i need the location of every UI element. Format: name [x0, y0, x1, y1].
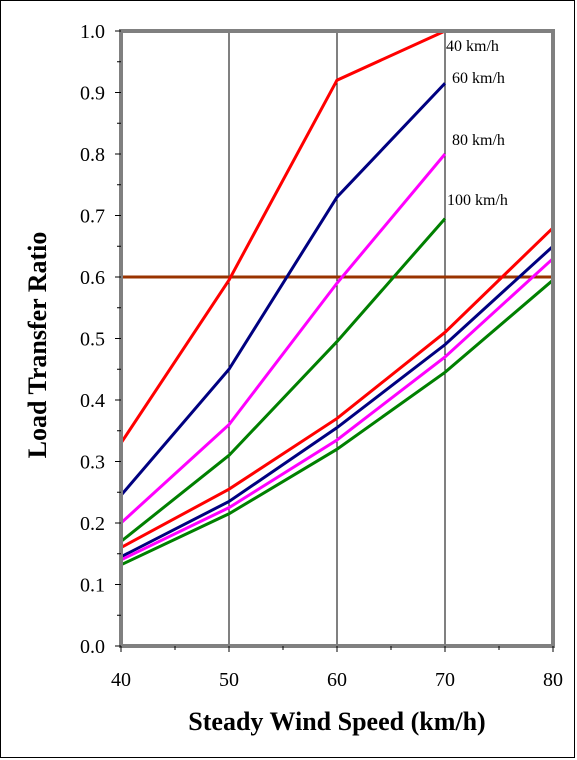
series-label: 100 km/h	[447, 192, 508, 209]
y-tick-label: 0.0	[80, 636, 105, 658]
y-tick-label: 0.8	[80, 144, 105, 166]
series-line-2	[119, 153, 447, 525]
series-line-0	[119, 29, 446, 444]
series-line-7	[120, 278, 554, 567]
series-line-5	[120, 245, 555, 559]
series-line-1	[119, 82, 447, 497]
x-tick-label: 60	[327, 669, 347, 691]
x-tick-label: 70	[435, 669, 455, 691]
series-line-6	[120, 257, 555, 562]
grid-layer	[228, 31, 446, 646]
y-tick-label: 0.2	[80, 513, 105, 535]
y-tick-label: 1.0	[80, 21, 105, 43]
series-line-3	[120, 217, 447, 543]
x-tick-label: 40	[111, 669, 131, 691]
x-tick-label: 50	[219, 669, 239, 691]
series-label: 60 km/h	[452, 70, 505, 87]
series-label: 40 km/h	[446, 38, 499, 55]
y-tick-label: 0.6	[80, 267, 105, 289]
tick-layer: 0.0 0.1 0.2 0.3 0.4 0.5 0.6 0.7 0.8 0.9 1.0 40 50 60 7…	[80, 21, 563, 691]
series-line-4	[120, 226, 555, 549]
y-tick-label: 0.3	[80, 452, 105, 474]
y-tick-label: 0.5	[80, 329, 105, 351]
series-layer	[119, 29, 555, 567]
series-label-layer: 40 km/h 60 km/h 80 km/h 100 km/h	[446, 38, 508, 209]
x-axis-title: Steady Wind Speed (km/h)	[188, 707, 485, 736]
y-tick-label: 0.9	[80, 83, 105, 105]
y-tick-label: 0.1	[80, 575, 105, 597]
y-axis-title: Load Transfer Ratio	[23, 232, 52, 459]
x-tick-label: 80	[543, 669, 563, 691]
y-tick-label: 0.7	[80, 206, 105, 228]
y-tick-label: 0.4	[80, 390, 105, 412]
series-label: 80 km/h	[452, 132, 505, 149]
